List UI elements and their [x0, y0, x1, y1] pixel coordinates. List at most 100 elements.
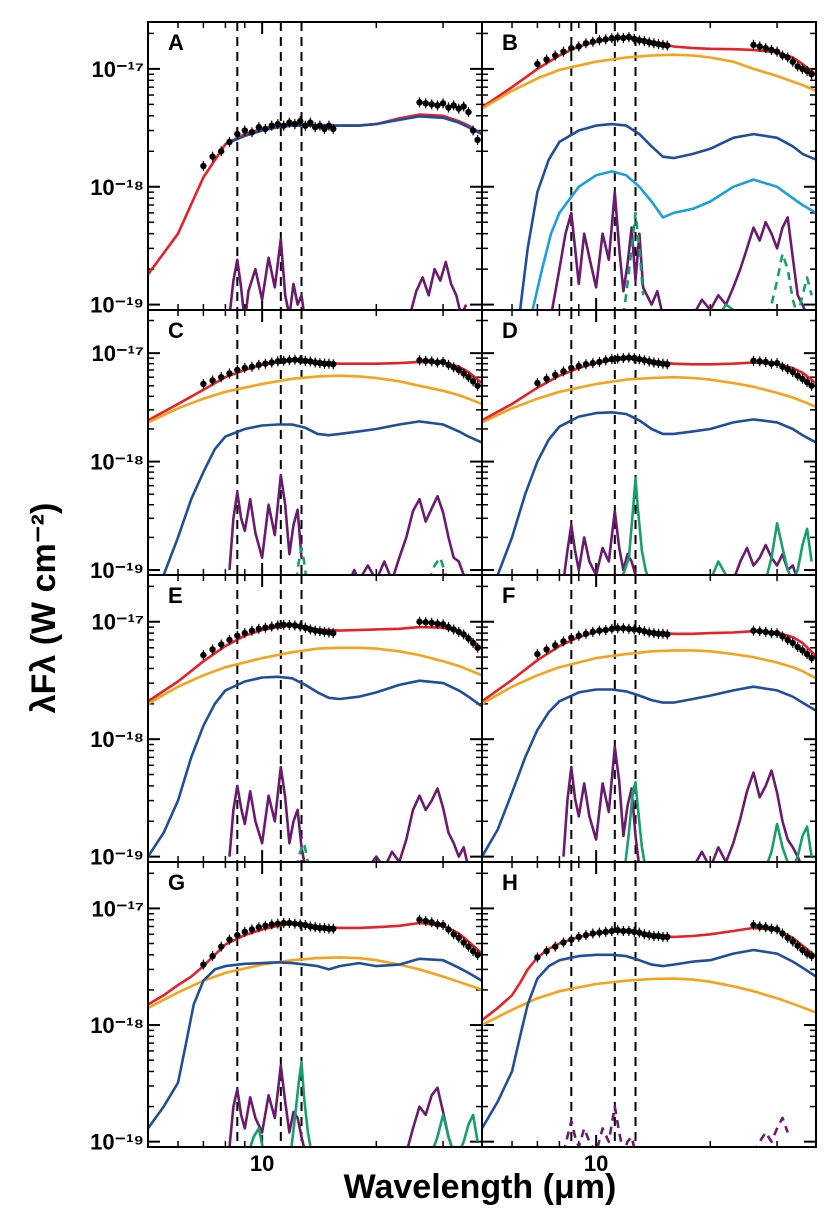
series-green-line	[622, 211, 645, 310]
data-point	[762, 44, 769, 52]
data-point	[596, 37, 603, 44]
data-point	[664, 631, 671, 638]
data-point	[469, 947, 477, 955]
data-point	[808, 71, 815, 78]
data-point	[625, 33, 633, 41]
data-point	[286, 357, 293, 364]
data-point	[465, 943, 472, 950]
data-point	[779, 930, 786, 937]
data-point	[582, 931, 590, 939]
y-tick-label: 10⁻¹⁸	[90, 1013, 144, 1038]
series-dark-blue-line	[224, 115, 482, 146]
data-point	[620, 927, 627, 935]
data-point	[439, 100, 447, 107]
series-light-blue-line	[531, 170, 816, 310]
data-point	[779, 633, 786, 640]
data-point	[307, 626, 314, 633]
data-point	[307, 119, 314, 126]
data-point	[274, 920, 282, 927]
data-point	[422, 917, 429, 925]
series-green-line	[765, 522, 813, 575]
data-point	[439, 358, 447, 366]
data-point	[297, 623, 304, 630]
data-point	[226, 138, 233, 146]
data-point	[465, 635, 472, 642]
data-point	[631, 928, 638, 936]
data-point	[428, 101, 435, 108]
data-point	[218, 148, 225, 155]
data-point	[625, 625, 633, 633]
data-point	[625, 927, 633, 935]
data-point	[784, 366, 791, 373]
data-point	[614, 34, 621, 41]
data-point	[460, 370, 467, 377]
data-point	[280, 357, 287, 365]
panels-layer: A 10⁻¹⁷ 10⁻¹⁸ 10⁻¹⁹ B C 10⁻¹⁷ 10⁻¹⁸ 10⁻¹⁹ D E 10⁻¹⁷…	[90, 21, 817, 1176]
data-point	[560, 638, 567, 645]
data-point	[226, 370, 233, 377]
series-purple-line	[228, 765, 306, 862]
y-tick-label: 10⁻¹⁹	[90, 293, 144, 318]
data-point	[460, 631, 467, 638]
data-point	[768, 629, 775, 637]
data-point	[560, 368, 567, 375]
series-purple-line	[350, 494, 466, 575]
data-point	[428, 619, 435, 626]
panel-frame	[147, 309, 483, 576]
data-point	[307, 358, 314, 365]
data-point	[302, 921, 309, 929]
data-point	[450, 931, 457, 938]
data-point	[799, 946, 806, 954]
series-total-line	[482, 627, 816, 703]
data-point	[226, 636, 233, 644]
data-point	[768, 360, 775, 367]
data-point	[241, 127, 248, 134]
data-point	[450, 626, 457, 633]
series-green-line	[432, 1113, 479, 1147]
panel-label: B	[502, 30, 518, 55]
panel-d: D	[481, 309, 817, 576]
panel-a: A 10⁻¹⁷ 10⁻¹⁸ 10⁻¹⁹	[90, 21, 483, 318]
series-dark-blue-line	[162, 420, 482, 575]
data-point	[779, 363, 786, 370]
data-point	[316, 924, 324, 932]
panel-e: E 10⁻¹⁷ 10⁻¹⁸ 10⁻¹⁹	[90, 574, 483, 870]
data-point	[552, 943, 559, 950]
data-point	[209, 952, 216, 960]
data-point	[465, 374, 472, 381]
data-point	[773, 926, 781, 933]
data-point	[280, 919, 287, 927]
data-point	[756, 43, 763, 50]
data-point	[534, 60, 541, 68]
plot-area	[148, 575, 482, 862]
series-green-line	[621, 477, 649, 575]
data-point	[650, 932, 658, 940]
data-point	[460, 939, 467, 946]
data-point	[750, 627, 757, 634]
data-point	[589, 628, 597, 636]
series-dark-blue-line	[496, 411, 816, 575]
data-point	[602, 928, 609, 936]
plot-area	[148, 862, 482, 1147]
data-point	[620, 625, 627, 632]
y-tick-label: 10⁻¹⁹	[90, 845, 144, 870]
data-point	[768, 46, 775, 54]
data-point	[474, 382, 481, 389]
data-point	[575, 632, 582, 639]
plot-area	[482, 862, 816, 1147]
series-orange-line	[482, 649, 816, 705]
series-purple-line	[228, 1064, 306, 1147]
data-point	[291, 120, 299, 128]
series-green-line	[295, 546, 308, 575]
data-point	[762, 628, 769, 636]
data-point	[321, 125, 328, 133]
data-point	[614, 625, 621, 632]
data-point	[779, 52, 786, 59]
data-point	[241, 928, 248, 936]
data-point	[445, 623, 452, 631]
data-point	[330, 361, 337, 368]
y-tick-label: 10⁻¹⁷	[92, 57, 145, 82]
data-point	[209, 646, 216, 653]
data-point	[218, 374, 225, 381]
series-purple-line	[406, 1086, 454, 1147]
